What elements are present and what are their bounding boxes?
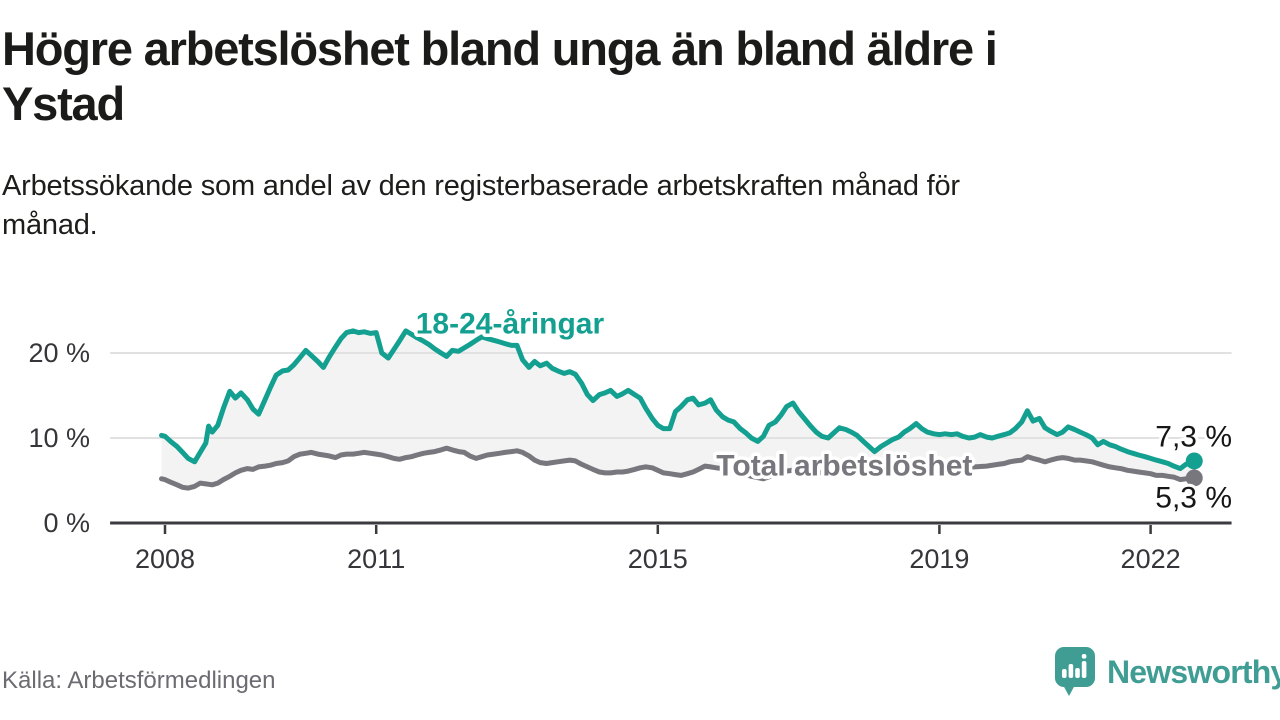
total-series-label: Total arbetslöshet (716, 450, 972, 483)
subtitle-line-2: månad. (2, 209, 98, 242)
title-line-1: Högre arbetslöshet bland unga än bland ä… (2, 22, 998, 75)
y-tick-label-0: 0 % (43, 508, 90, 538)
x-tick-label-2019: 2019 (909, 544, 969, 574)
source-credit: Källa: Arbetsförmedlingen (2, 667, 276, 694)
x-tick-label-2008: 2008 (135, 544, 195, 574)
youth-end-value-label: 7,3 % (1155, 420, 1232, 453)
x-tick-label-2015: 2015 (628, 544, 688, 574)
youth-series-label: 18-24-åringar (416, 308, 605, 341)
y-tick-label-10: 10 % (28, 423, 90, 453)
total-series-end-dot (1185, 469, 1203, 487)
x-tick-label-2022: 2022 (1121, 544, 1181, 574)
x-tick-label-2011: 2011 (347, 544, 405, 574)
youth-series-end-dot (1185, 452, 1203, 470)
total-series-line (159, 445, 1197, 491)
newsworthy-logo-text: Newsworthy (1107, 653, 1280, 690)
y-tick-label-20: 20 % (28, 338, 90, 368)
newsworthy-logo: Newsworthy (1054, 646, 1280, 698)
youth-series-line (159, 328, 1197, 472)
page-title: Högre arbetslöshet bland unga än bland ä… (2, 22, 1262, 132)
subtitle-line-1: Arbetssökande som andel av den registerb… (2, 170, 960, 202)
newsworthy-logo-icon (1055, 647, 1095, 696)
title-line-2: Ystad (2, 76, 125, 130)
total-end-value-label: 5,3 % (1155, 481, 1232, 514)
chart-subtitle: Arbetssökande som andel av den registerb… (2, 167, 1222, 246)
